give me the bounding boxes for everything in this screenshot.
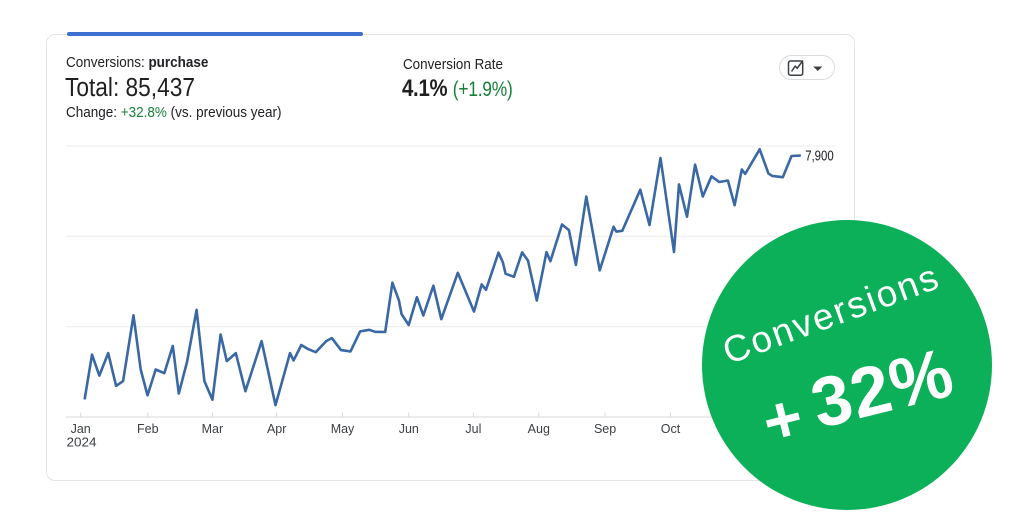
svg-text:Sep: Sep bbox=[594, 422, 616, 436]
svg-text:Jan: Jan bbox=[71, 422, 91, 436]
svg-text:Aug: Aug bbox=[528, 422, 550, 436]
svg-text:Oct: Oct bbox=[661, 422, 681, 436]
svg-text:Jul: Jul bbox=[465, 422, 481, 436]
svg-text:7,900: 7,900 bbox=[805, 148, 834, 164]
svg-text:May: May bbox=[331, 422, 355, 436]
svg-text:Mar: Mar bbox=[202, 422, 224, 436]
svg-text:Apr: Apr bbox=[267, 422, 286, 436]
svg-text:Jun: Jun bbox=[399, 422, 419, 436]
svg-text:Feb: Feb bbox=[137, 422, 159, 436]
svg-text:2024: 2024 bbox=[67, 436, 97, 450]
